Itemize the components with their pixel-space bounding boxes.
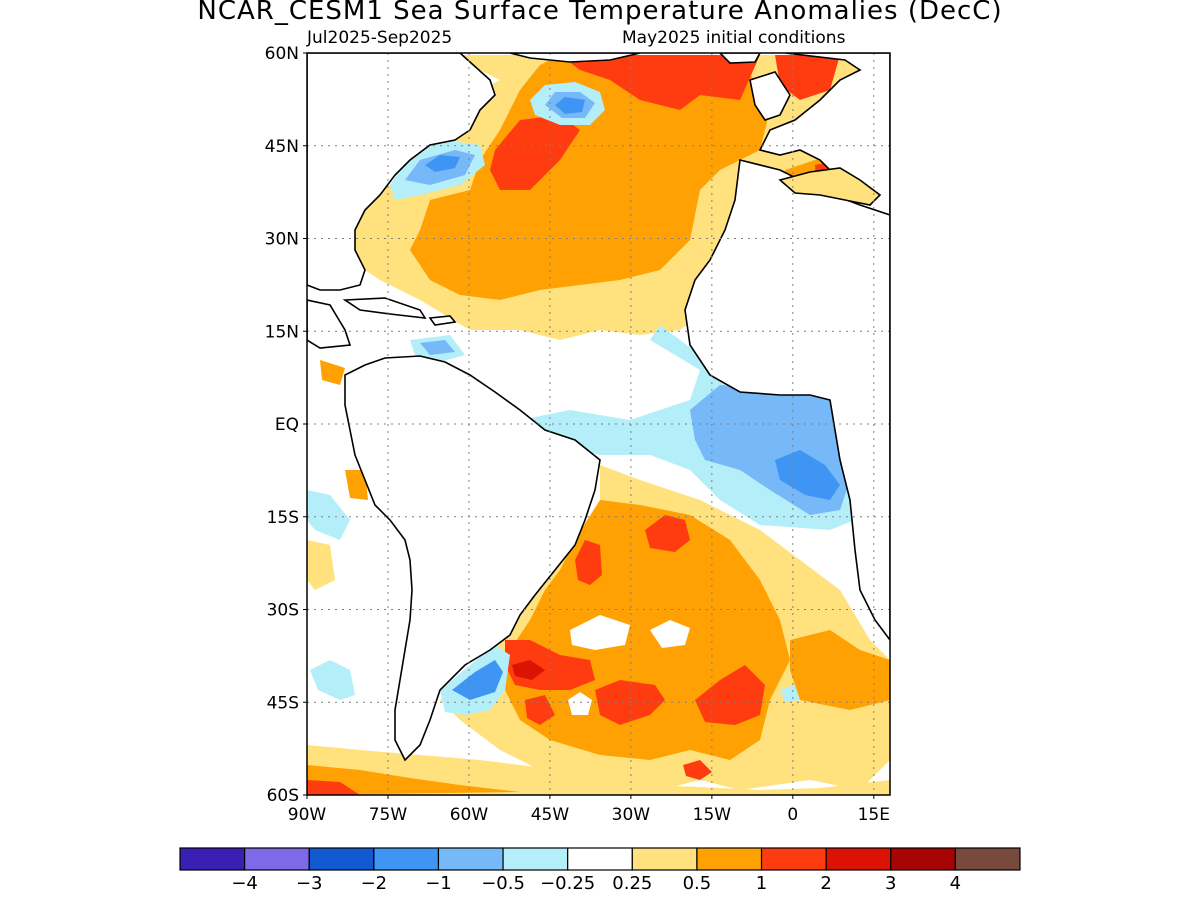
- colorbar-swatch: [179, 847, 246, 871]
- colorbar: −4 −3 −2 −1 −0.5 −0.25 0.25 0.5 1 2 3 4: [179, 847, 1021, 894]
- anomaly-region: [645, 515, 690, 552]
- colorbar-label: −0.25: [540, 873, 595, 894]
- anomaly-region: [780, 685, 800, 702]
- greenland-land: [509, 53, 641, 63]
- lat-tick-label: EQ: [275, 415, 299, 435]
- anomaly-region: [490, 115, 580, 190]
- anomaly-region: [683, 760, 712, 780]
- anomaly-region: [575, 540, 602, 585]
- anomaly-region: [307, 490, 350, 540]
- anomaly-region: [775, 55, 840, 100]
- lon-tick-label: 45W: [531, 805, 570, 825]
- anomaly-region: [307, 540, 335, 590]
- cuba-land: [342, 297, 427, 319]
- anomaly-region: [320, 360, 345, 385]
- lat-tick-label: 15N: [265, 322, 299, 342]
- colorbar-swatch: [437, 847, 504, 871]
- anomaly-region: [650, 620, 690, 648]
- colorbar-swatch: [696, 847, 763, 871]
- colorbar-swatch: [308, 847, 375, 871]
- anomaly-region: [512, 660, 545, 680]
- lon-tick-label: 0: [787, 805, 798, 825]
- lat-tick-label: 15S: [267, 508, 299, 528]
- colorbar-swatch: [760, 847, 827, 871]
- colorbar-swatch: [502, 847, 569, 871]
- init-conditions-label: May2025 initial conditions: [622, 28, 846, 48]
- graticule: [307, 53, 890, 795]
- colorbar-swatch: [244, 847, 310, 871]
- hispaniola-land: [428, 315, 457, 326]
- south-america-land: [344, 355, 601, 762]
- anomaly-region: [695, 665, 765, 725]
- lon-tick-label: 15E: [858, 805, 890, 825]
- lon-tick-label: 30W: [612, 805, 651, 825]
- colorbar-swatch: [954, 847, 1021, 871]
- anomaly-region: [307, 765, 520, 795]
- central-america-land: [307, 299, 352, 349]
- anomaly-region: [452, 660, 503, 700]
- lat-tick-label: 60S: [267, 786, 299, 806]
- lon-tick-label: 75W: [369, 805, 408, 825]
- north-america-land: [307, 53, 496, 291]
- anomaly-region: [307, 745, 890, 795]
- anomaly-region: [555, 97, 585, 114]
- africa-land: [684, 159, 890, 642]
- period-label: Jul2025-Sep2025: [307, 28, 453, 48]
- colorbar-label: −0.5: [481, 873, 525, 894]
- colorbar-label: 0.5: [683, 873, 712, 894]
- colorbar-label: −4: [231, 873, 258, 894]
- anomaly-region: [345, 470, 368, 500]
- colorbar-swatch: [825, 847, 892, 871]
- colorbar-swatch: [567, 847, 633, 871]
- anomaly-region: [310, 660, 355, 700]
- anomaly-region: [425, 155, 460, 172]
- colorbar-label: −3: [296, 873, 323, 894]
- anomaly-region: [570, 615, 630, 650]
- mediterranean-sea: [778, 167, 882, 206]
- colorbar-swatch: [631, 847, 698, 871]
- british-isles-land: [749, 71, 791, 121]
- anomaly-region: [568, 692, 592, 715]
- anomaly-region: [307, 780, 360, 795]
- colorbar-label: −1: [425, 873, 452, 894]
- map-title: NCAR_CESM1 Sea Surface Temperature Anoma…: [197, 0, 1003, 26]
- anomaly-region: [560, 55, 760, 110]
- colorbar-label: 4: [950, 873, 961, 894]
- colorbar-label: −2: [361, 873, 388, 894]
- lat-tick-label: 30S: [267, 601, 299, 621]
- lat-tick-label: 30N: [265, 230, 299, 250]
- lat-tick-label: 45S: [267, 693, 299, 713]
- colorbar-swatch: [373, 847, 440, 871]
- colorbar-label: 2: [820, 873, 831, 894]
- anomaly-region: [420, 340, 455, 355]
- iceland-land: [718, 53, 761, 64]
- colorbar-label: 0.25: [612, 873, 652, 894]
- lat-tick-label: 45N: [265, 137, 299, 157]
- colorbar-swatch: [890, 847, 956, 871]
- lon-tick-label: 60W: [450, 805, 489, 825]
- lat-tick-label: 60N: [265, 44, 299, 64]
- lon-tick-label: 90W: [288, 805, 327, 825]
- colorbar-label: 3: [885, 873, 896, 894]
- coastlines: [307, 53, 890, 762]
- anomaly-region: [790, 630, 890, 710]
- anomaly-region: [775, 450, 840, 500]
- lon-tick-label: 15W: [693, 805, 732, 825]
- colorbar-label: 1: [756, 873, 767, 894]
